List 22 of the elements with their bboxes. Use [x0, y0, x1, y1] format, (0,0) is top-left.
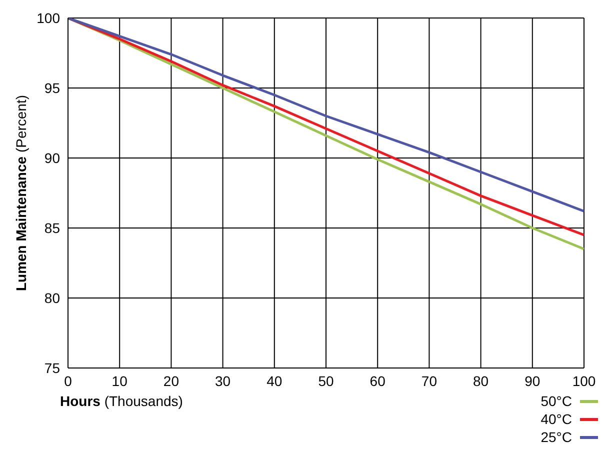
x-tick-label: 0: [64, 372, 72, 389]
y-axis-title: Lumen Maintenance (Percent): [13, 94, 29, 292]
y-tick-label: 90: [44, 150, 60, 166]
y-tick-label: 100: [36, 10, 60, 26]
x-tick-label: 40: [266, 372, 282, 389]
x-tick-label: 20: [163, 372, 180, 389]
x-tick-label: 30: [215, 372, 231, 389]
y-tick-label: 75: [44, 360, 60, 376]
x-tick-label: 100: [572, 372, 596, 389]
y-tick-label: 85: [44, 220, 60, 236]
legend-label: 50°C: [540, 393, 572, 409]
x-tick-label: 70: [421, 372, 438, 389]
x-tick-label: 60: [370, 372, 386, 389]
x-tick-label: 50: [318, 372, 334, 389]
y-tick-label: 80: [44, 290, 60, 306]
x-tick-label: 90: [524, 372, 540, 389]
y-tick-label: 95: [44, 80, 60, 96]
legend-label: 40°C: [540, 411, 572, 427]
legend-label: 25°C: [540, 429, 572, 445]
x-axis-title: Hours (Thousands): [60, 393, 183, 409]
x-tick-label: 10: [112, 372, 128, 389]
x-tick-label: 80: [473, 372, 489, 389]
